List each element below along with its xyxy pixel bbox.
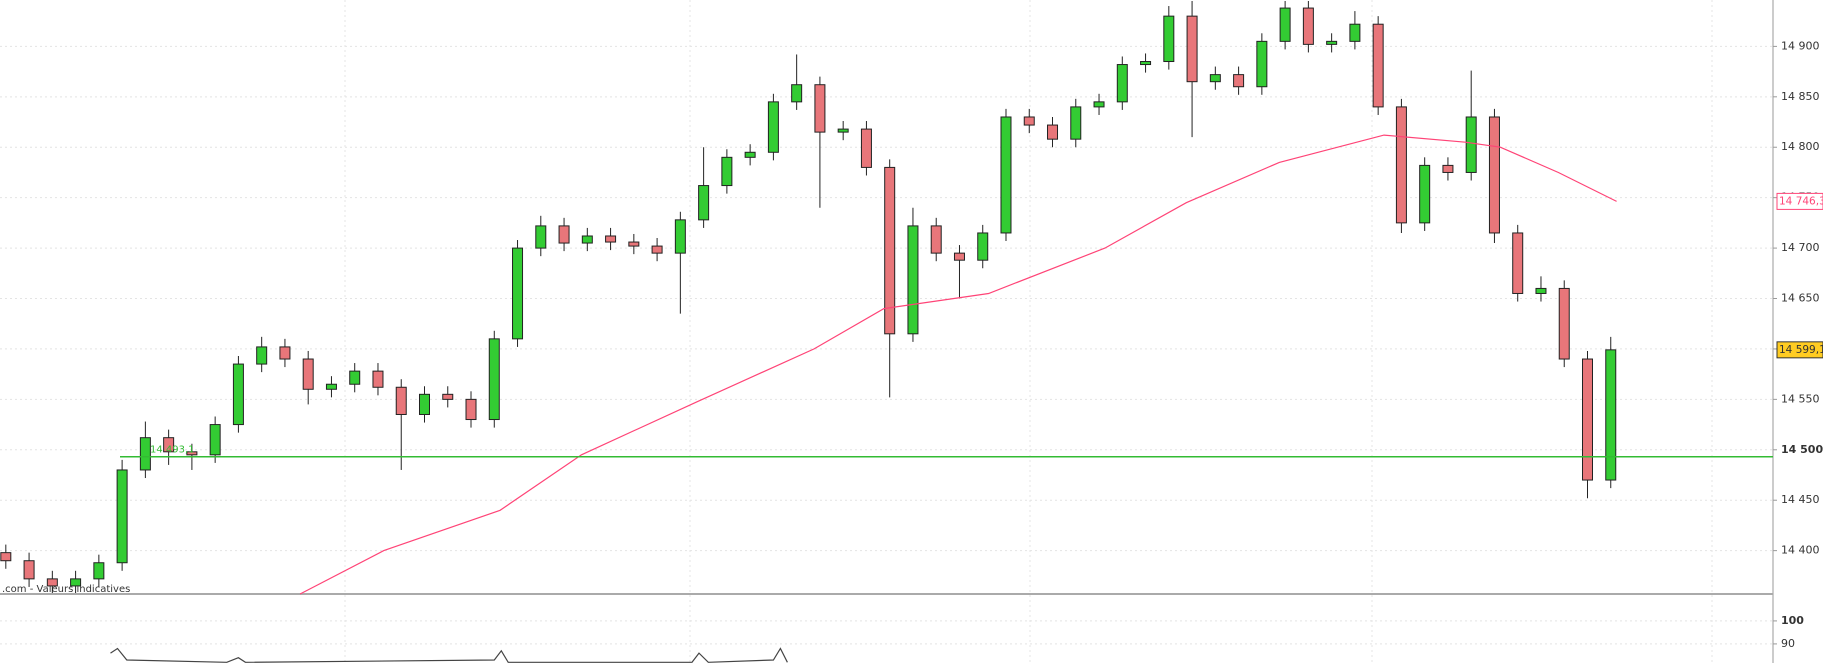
candle-body [1116, 64, 1128, 103]
price-label: 14 746,3 [1779, 195, 1823, 207]
candle-body [744, 151, 756, 158]
candle-body [1140, 61, 1152, 66]
candle-body [116, 469, 128, 564]
candle-body [163, 437, 175, 453]
candle-body [1279, 7, 1291, 42]
candle-body [535, 225, 547, 249]
candle-body [512, 247, 524, 340]
candle-body [1163, 15, 1175, 63]
price-label: 14 599,1 [1779, 344, 1823, 356]
candle-body [372, 370, 384, 388]
y-tick-label: 14 450 [1781, 493, 1820, 506]
candle-body [232, 363, 244, 426]
candle-body [605, 235, 617, 243]
y-tick-label: 14 500 [1781, 443, 1823, 456]
candle-body [767, 101, 779, 153]
candle-body [1512, 232, 1524, 294]
moving-average [299, 134, 1617, 595]
candle-body [791, 84, 803, 103]
candle-body [1442, 164, 1454, 173]
candle-body [558, 225, 570, 244]
candle-body [1186, 15, 1198, 83]
y-tick-label: 14 400 [1781, 544, 1820, 557]
candle-body [651, 245, 663, 254]
candle-body [930, 225, 942, 254]
candle-body [1233, 74, 1245, 88]
candle-body [860, 128, 872, 168]
candle-body [1558, 287, 1570, 360]
candle-body [674, 219, 686, 254]
grid [344, 0, 1713, 663]
candle-body [1581, 358, 1593, 481]
candle-body [1349, 23, 1361, 42]
candle-body [1209, 74, 1221, 83]
candle-body [325, 383, 337, 390]
candle-body [1070, 106, 1082, 140]
candle-body [953, 252, 965, 261]
candle-body [814, 84, 826, 133]
candle-body [465, 398, 477, 421]
candle-body [1000, 116, 1012, 234]
candle-body [349, 370, 361, 385]
candle-body [628, 241, 640, 247]
candle-body [1605, 349, 1617, 481]
candle-body [93, 562, 105, 580]
y-tick-label: 14 900 [1781, 39, 1820, 52]
candle-body [1395, 106, 1407, 224]
candle-body [1023, 116, 1035, 126]
candle-body [1372, 23, 1384, 108]
candle-body [395, 386, 407, 415]
candle-body [698, 185, 710, 221]
candle-body [977, 232, 989, 261]
candle-body [721, 156, 733, 187]
source-note: .com - Valeurs indicatives [2, 584, 130, 595]
price-label-box [1776, 192, 1823, 210]
candle-body [1488, 116, 1500, 234]
y-tick-label: 14 850 [1781, 90, 1820, 103]
candle-body [1326, 40, 1338, 45]
oscillator-line [110, 647, 788, 663]
price-label-box [1776, 341, 1823, 359]
candle-body [1256, 40, 1268, 88]
y-tick-label: 14 550 [1781, 392, 1820, 405]
candle-body [1465, 116, 1477, 173]
candle-body [279, 346, 291, 360]
candle-body [186, 451, 198, 456]
y2-tick-label: 90 [1781, 637, 1795, 650]
y-tick-label: 14 800 [1781, 140, 1820, 153]
y-tick-label: 14 700 [1781, 241, 1820, 254]
candle-body [1535, 287, 1547, 294]
candle-body [70, 578, 82, 587]
candle-body [581, 235, 593, 244]
candle-body [139, 437, 151, 471]
candle-body [1093, 101, 1105, 108]
candle-body [442, 393, 454, 400]
candle-body [1302, 7, 1314, 45]
candle-body [884, 166, 896, 335]
y2-tick-label: 100 [1781, 614, 1804, 627]
candle-body [302, 358, 314, 390]
candle-body [209, 424, 221, 456]
y-tick-label: 14 650 [1781, 292, 1820, 305]
candle-body [0, 552, 12, 562]
candle-body [46, 578, 58, 587]
candle-body [907, 225, 919, 335]
candle-body [837, 128, 849, 133]
candle-body [1047, 124, 1059, 140]
support-label: 14 493,1 [150, 445, 195, 456]
candle-body [23, 560, 35, 580]
candle-body [256, 346, 268, 365]
candle-body [418, 393, 430, 415]
candle-body [1419, 164, 1431, 224]
candle-body [488, 338, 500, 421]
